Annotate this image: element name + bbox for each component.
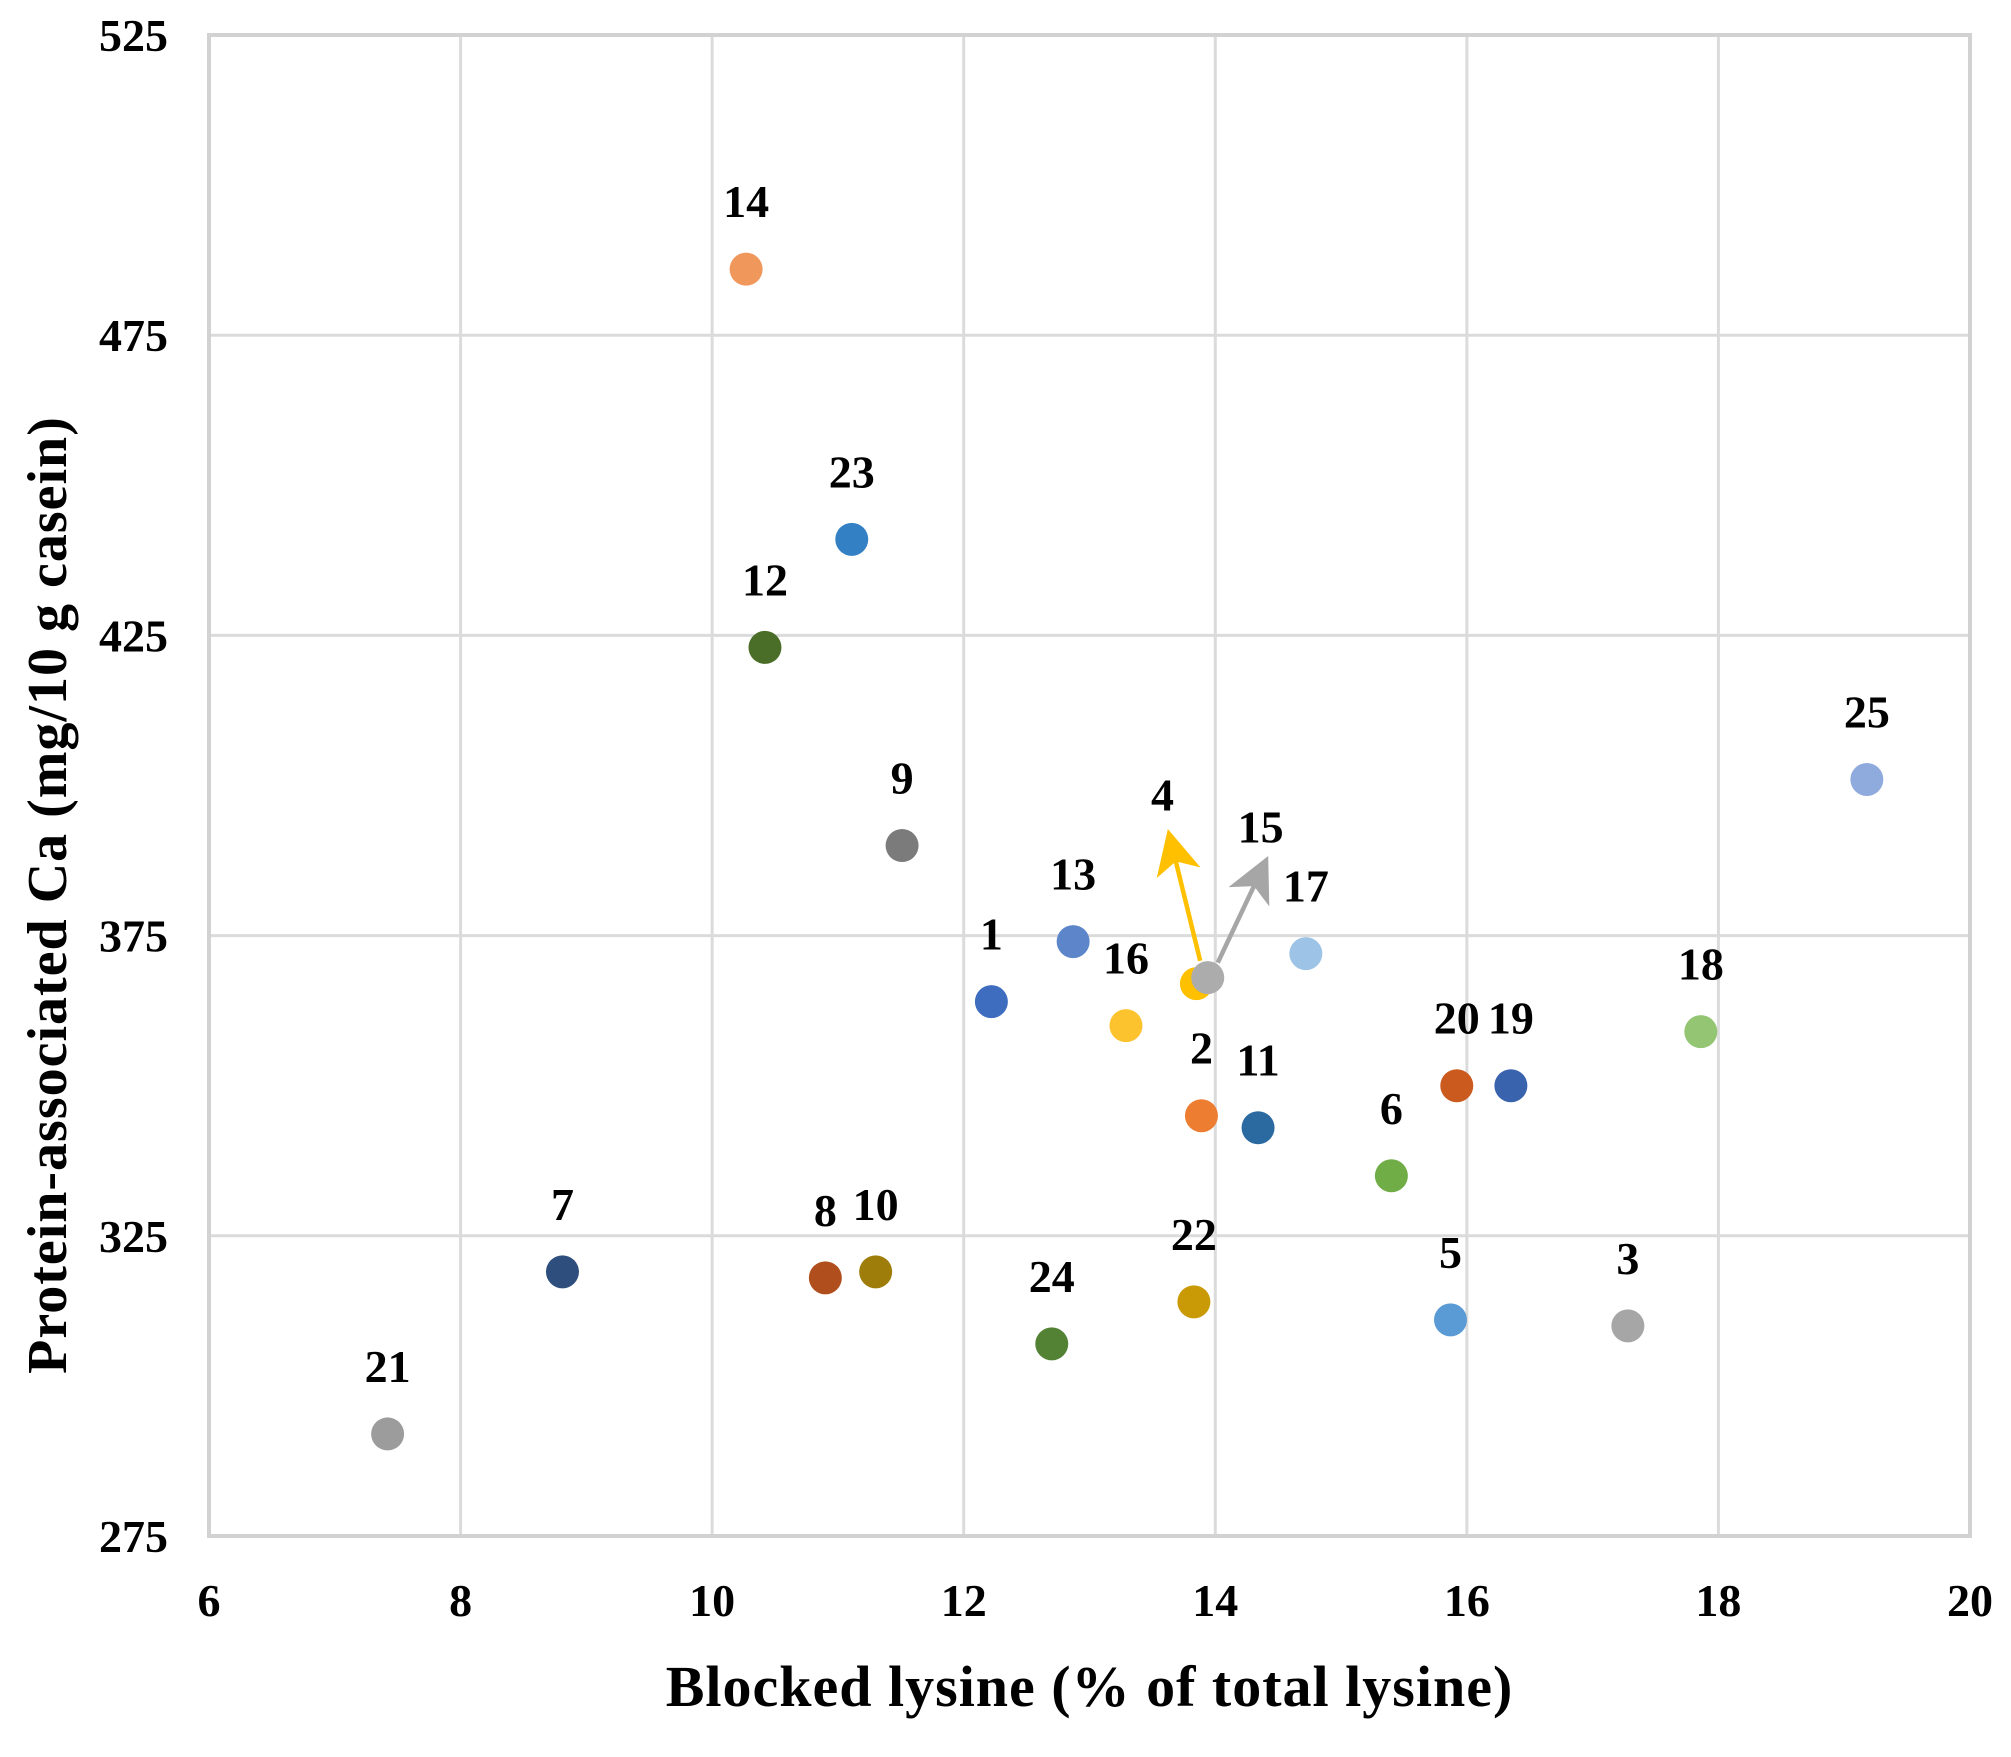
point-16 — [1109, 1009, 1143, 1043]
point-12 — [748, 630, 782, 664]
point-label-23: 23 — [829, 446, 875, 497]
y-tick-475: 475 — [99, 310, 168, 361]
x-tick-14: 14 — [1192, 1575, 1238, 1626]
point-21 — [371, 1417, 405, 1451]
point-label-9: 9 — [891, 753, 914, 804]
point-5 — [1434, 1303, 1468, 1337]
point-label-6: 6 — [1380, 1083, 1403, 1134]
point-18 — [1684, 1015, 1718, 1049]
point-15 — [1191, 961, 1225, 995]
point-label-25: 25 — [1844, 686, 1890, 737]
point-23 — [835, 522, 869, 556]
annotation-label-15: 15 — [1238, 801, 1284, 852]
point-label-19: 19 — [1488, 993, 1534, 1044]
y-tick-375: 375 — [99, 911, 168, 962]
x-tick-10: 10 — [689, 1575, 735, 1626]
x-tick-20: 20 — [1947, 1575, 1993, 1626]
point-label-16: 16 — [1103, 933, 1149, 984]
point-label-13: 13 — [1050, 849, 1096, 900]
y-tick-425: 425 — [99, 610, 168, 661]
x-axis-title: Blocked lysine (% of total lysine) — [665, 1654, 1514, 1719]
y-tick-525: 525 — [99, 10, 168, 61]
annotation-arrow-4 — [1156, 828, 1203, 962]
point-10 — [859, 1255, 893, 1289]
point-label-11: 11 — [1236, 1035, 1279, 1086]
point-label-1: 1 — [980, 909, 1003, 960]
x-tick-12: 12 — [941, 1575, 987, 1626]
point-label-8: 8 — [814, 1185, 837, 1236]
point-8 — [808, 1261, 842, 1295]
y-tick-275: 275 — [99, 1511, 168, 1562]
point-20 — [1440, 1069, 1474, 1103]
x-tick-6: 6 — [198, 1575, 221, 1626]
point-label-10: 10 — [853, 1179, 899, 1230]
x-tick-8: 8 — [449, 1575, 472, 1626]
point-label-21: 21 — [365, 1341, 411, 1392]
point-25 — [1850, 762, 1884, 796]
point-14 — [729, 252, 763, 286]
point-label-3: 3 — [1616, 1233, 1639, 1284]
point-label-20: 20 — [1434, 993, 1480, 1044]
point-24 — [1035, 1327, 1069, 1361]
point-2 — [1184, 1099, 1218, 1133]
point-3 — [1611, 1309, 1645, 1343]
point-label-2: 2 — [1190, 1023, 1213, 1074]
point-label-14: 14 — [723, 176, 769, 227]
point-19 — [1494, 1069, 1528, 1103]
y-tick-325: 325 — [99, 1211, 168, 1262]
point-13 — [1056, 925, 1090, 959]
y-axis-title: Protein-associated Ca (mg/10 g casein) — [17, 416, 79, 1374]
point-22 — [1177, 1285, 1211, 1319]
plot-frame — [207, 33, 1972, 1538]
x-tick-18: 18 — [1695, 1575, 1741, 1626]
point-label-7: 7 — [551, 1179, 574, 1230]
point-7 — [545, 1255, 579, 1289]
point-label-22: 22 — [1171, 1209, 1217, 1260]
annotation-arrow-15 — [1215, 856, 1270, 964]
point-6 — [1374, 1159, 1408, 1193]
point-9 — [885, 829, 919, 863]
point-label-12: 12 — [742, 554, 788, 605]
point-label-24: 24 — [1029, 1251, 1075, 1302]
point-label-18: 18 — [1678, 939, 1724, 990]
point-label-5: 5 — [1439, 1227, 1462, 1278]
point-label-17: 17 — [1283, 861, 1329, 912]
annotation-label-4: 4 — [1151, 770, 1174, 821]
point-1 — [974, 985, 1008, 1019]
point-11 — [1241, 1111, 1275, 1145]
x-tick-16: 16 — [1444, 1575, 1490, 1626]
point-17 — [1289, 937, 1323, 971]
